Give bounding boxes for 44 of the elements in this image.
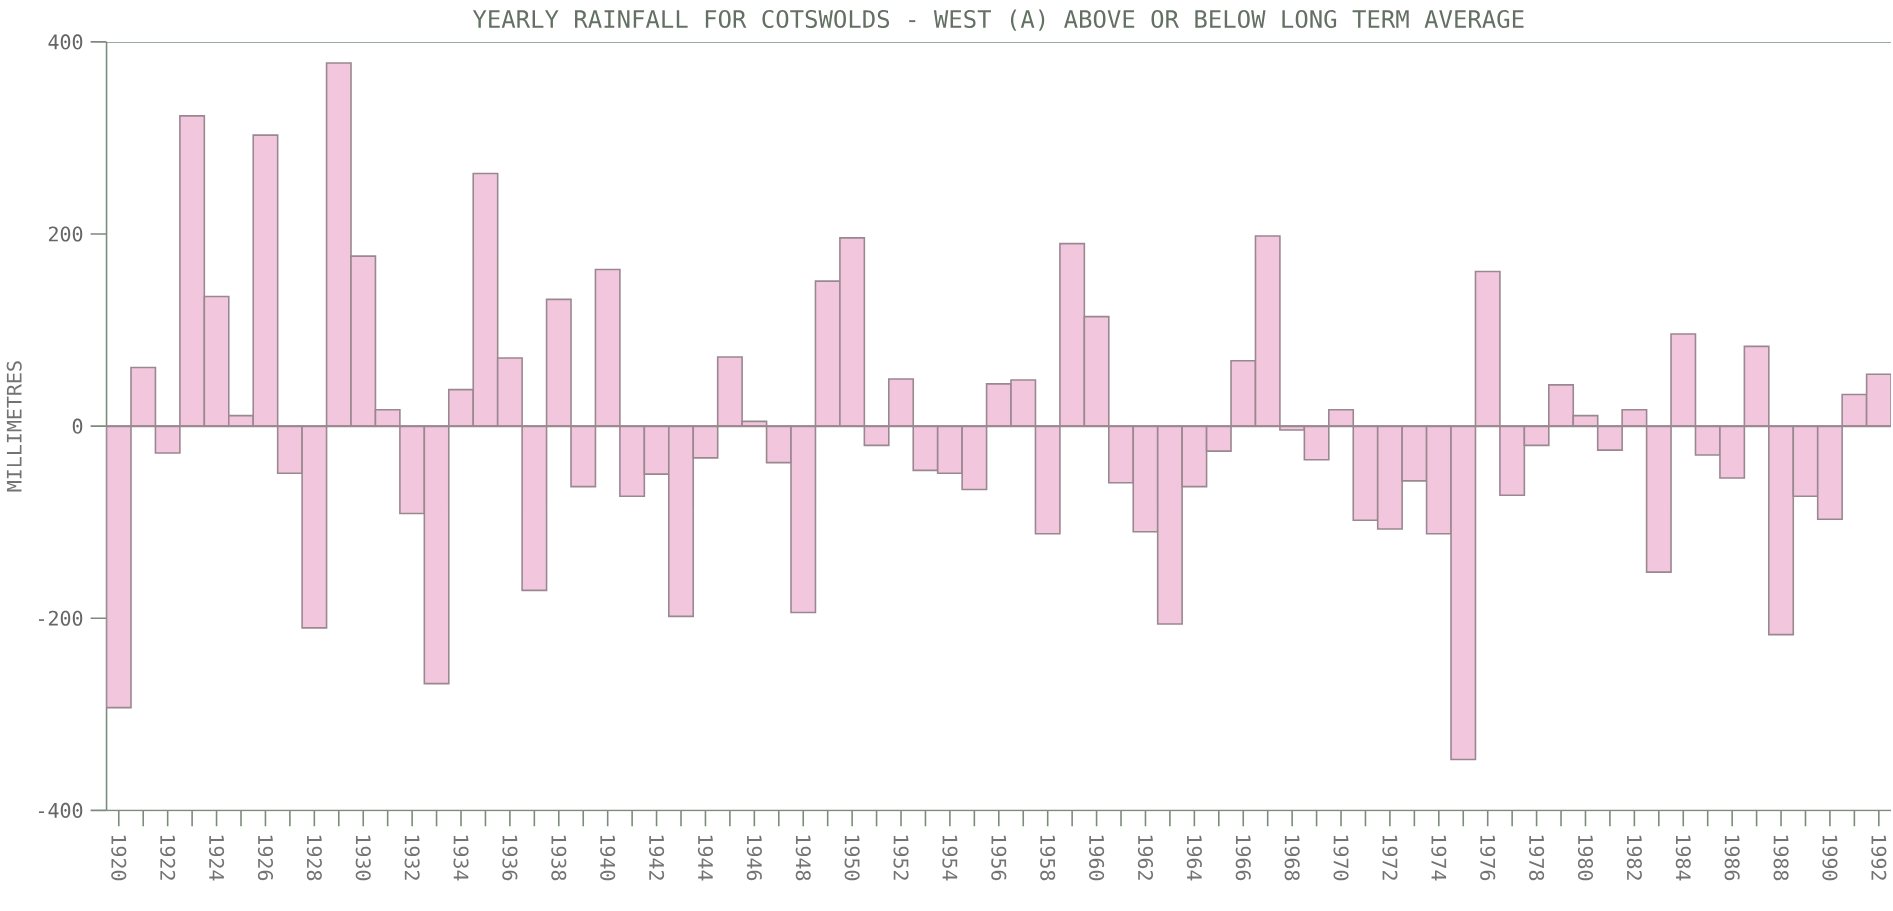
x-tick-label: 1922 bbox=[160, 835, 176, 880]
y-tick-label: -400 bbox=[38, 802, 83, 818]
x-tick-label: 1970 bbox=[1333, 835, 1349, 881]
x-tick-label: 1978 bbox=[1529, 835, 1545, 881]
x-tick-label: 1956 bbox=[991, 835, 1007, 881]
x-tick-label: 1948 bbox=[795, 835, 811, 881]
x-tick-label: 1934 bbox=[453, 835, 469, 881]
x-tick-label: 1988 bbox=[1773, 835, 1789, 881]
x-tick-label: 1946 bbox=[746, 835, 762, 881]
x-tick-label: 1974 bbox=[1431, 835, 1447, 881]
x-tick-label: 1962 bbox=[1137, 835, 1154, 880]
x-tick-label: 1940 bbox=[600, 835, 616, 881]
y-tick-label: 0 bbox=[72, 418, 83, 434]
x-tick-label: 1938 bbox=[551, 835, 567, 881]
x-tick-label: 1960 bbox=[1089, 835, 1105, 881]
y-tick-label: -200 bbox=[38, 610, 83, 626]
x-tick-label: 1964 bbox=[1186, 835, 1202, 881]
x-tick-label: 1968 bbox=[1284, 835, 1300, 881]
x-tick-label: 1950 bbox=[844, 835, 860, 881]
x-tick-label: 1954 bbox=[942, 835, 958, 881]
x-tick-label: 1930 bbox=[355, 835, 371, 881]
x-tick-label: 1966 bbox=[1235, 835, 1251, 881]
y-axis-title: MILLIMETRES bbox=[6, 361, 22, 492]
x-tick-label: 1920 bbox=[111, 835, 127, 881]
y-tick-label: 400 bbox=[48, 34, 83, 50]
x-tick-label: 1990 bbox=[1822, 835, 1838, 881]
x-tick-label: 1936 bbox=[502, 835, 518, 881]
x-tick-label: 1986 bbox=[1724, 835, 1740, 881]
x-tick-label: 1958 bbox=[1040, 835, 1056, 881]
x-tick-label: 1944 bbox=[697, 835, 714, 881]
x-tick-label: 1992 bbox=[1871, 835, 1887, 880]
chart-title: YEARLY RAINFALL FOR COTSWOLDS - WEST (A) ABOVE OR BELOW LONG TERM AVERAGE bbox=[472, 9, 1524, 31]
x-tick-label: 1982 bbox=[1626, 835, 1642, 880]
y-tick-label: 200 bbox=[48, 226, 83, 242]
x-tick-label: 1984 bbox=[1675, 835, 1691, 881]
x-tick-label: 1924 bbox=[209, 835, 225, 881]
x-tick-label: 1976 bbox=[1480, 835, 1496, 881]
x-tick-label: 1972 bbox=[1382, 835, 1398, 880]
x-tick-label: 1932 bbox=[404, 835, 420, 880]
x-tick-label: 1980 bbox=[1577, 835, 1594, 881]
x-tick-label: 1942 bbox=[649, 835, 665, 880]
x-tick-label: 1928 bbox=[306, 835, 322, 881]
x-tick-label: 1952 bbox=[893, 835, 909, 880]
x-tick-label: 1926 bbox=[257, 835, 274, 881]
